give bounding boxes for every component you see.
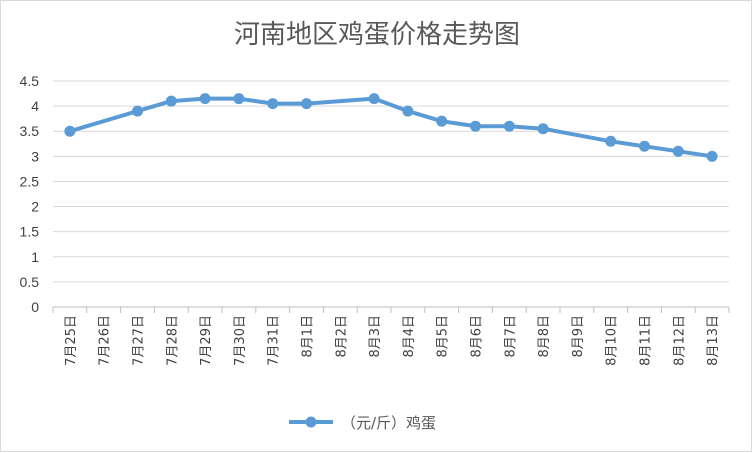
x-tick-label: 8月3日 xyxy=(368,315,383,358)
series-line xyxy=(69,96,713,159)
x-tick-label: 7月29日 xyxy=(199,315,214,366)
x-tick-label: 7月26日 xyxy=(98,315,113,366)
data-point xyxy=(706,150,718,162)
legend-label: （元/斤）鸡蛋 xyxy=(341,414,436,432)
y-tick-label: 2.5 xyxy=(20,173,40,189)
data-point xyxy=(503,120,515,132)
y-tick-label: 1 xyxy=(31,249,39,265)
data-point xyxy=(436,115,448,127)
x-tick-label: 8月10日 xyxy=(605,315,620,366)
legend: （元/斤）鸡蛋 xyxy=(289,414,436,432)
y-tick-label: 1.5 xyxy=(20,224,40,240)
data-point xyxy=(605,135,617,147)
x-tick-label: 8月4日 xyxy=(402,315,417,358)
data-point xyxy=(672,145,684,157)
data-point xyxy=(402,105,414,117)
x-tick-label: 7月25日 xyxy=(64,315,79,366)
y-tick-label: 2 xyxy=(31,199,39,215)
data-point xyxy=(368,93,380,105)
data-point xyxy=(639,140,650,152)
x-tick-label: 8月1日 xyxy=(301,315,316,358)
chart-title: 河南地区鸡蛋价格走势图 xyxy=(234,20,520,50)
y-tick-label: 4.5 xyxy=(20,73,40,89)
data-point xyxy=(267,98,279,110)
y-tick-label: 3.5 xyxy=(20,123,40,139)
x-tick-label: 8月13日 xyxy=(706,315,721,366)
data-point xyxy=(165,95,177,107)
x-tick-label: 8月2日 xyxy=(334,315,349,358)
legend-marker xyxy=(305,416,317,428)
data-point xyxy=(537,123,549,135)
x-tick-label: 8月9日 xyxy=(571,315,586,358)
x-axis: 7月25日 7月26日 7月27日 7月28日 7月29日 7月30日 7月31日 8月1日 8… xyxy=(52,306,730,366)
y-tick-label: 0.5 xyxy=(20,274,40,290)
data-point xyxy=(470,120,481,132)
y-tick-label: 4 xyxy=(31,98,39,114)
x-tick-label: 8月11日 xyxy=(639,315,654,366)
data-point xyxy=(199,93,211,105)
x-tick-label: 7月31日 xyxy=(267,315,282,366)
x-tick-label: 8月6日 xyxy=(470,315,485,358)
x-tick-label: 8月7日 xyxy=(503,315,518,358)
y-tick-label: 0 xyxy=(31,299,39,315)
data-point xyxy=(301,98,312,110)
data-point xyxy=(64,125,76,137)
grid-lines xyxy=(53,80,729,283)
x-tick-label: 8月8日 xyxy=(537,315,552,358)
data-point xyxy=(132,105,143,117)
y-tick-label: 3 xyxy=(31,148,39,164)
data-point xyxy=(233,93,245,105)
x-tick-label: 7月27日 xyxy=(132,315,147,366)
x-tick-label: 8月5日 xyxy=(436,315,451,358)
x-tick-label: 8月12日 xyxy=(672,315,687,366)
x-tick-label: 7月30日 xyxy=(233,315,248,366)
series-layer xyxy=(64,93,718,162)
x-tick-label: 7月28日 xyxy=(165,315,180,366)
y-axis-ticks: 0 0.5 1 1.5 2 2.5 3 3.5 4 4.5 xyxy=(20,73,40,315)
